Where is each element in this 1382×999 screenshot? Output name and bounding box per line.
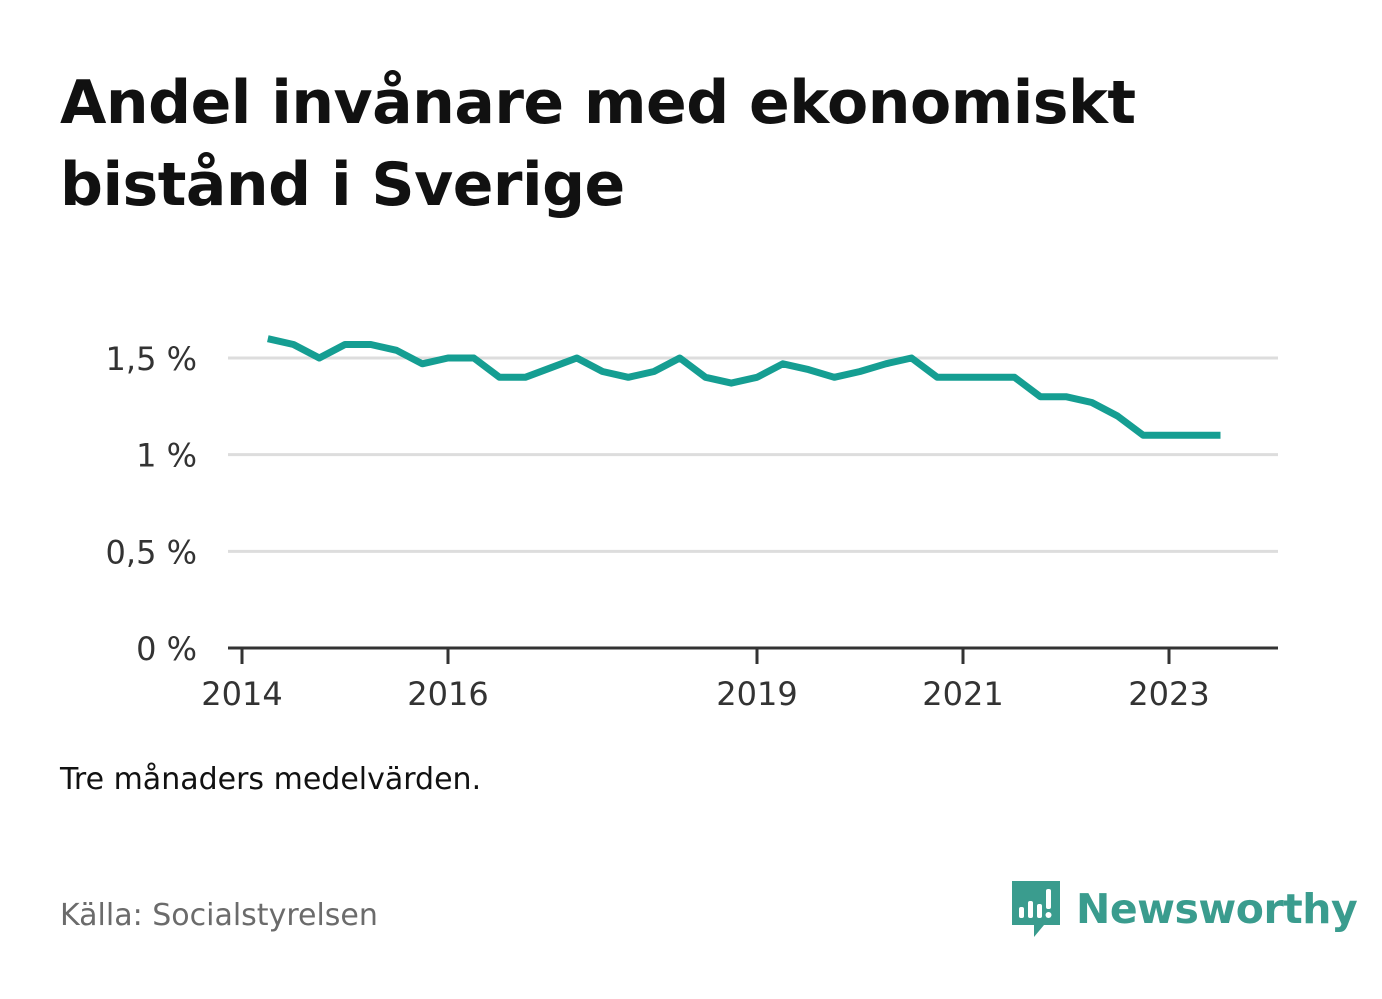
gridlines <box>228 356 1278 553</box>
brand-name: Newsworthy <box>1076 885 1358 933</box>
x-tick-label: 2014 <box>201 675 282 713</box>
y-axis-tick-labels: 0 % 0,5 % 1 % 1,5 % <box>106 340 197 668</box>
newsworthy-logo-icon <box>1012 881 1060 937</box>
y-tick-label: 0,5 % <box>106 533 197 571</box>
line-chart: 0 % 0,5 % 1 % 1,5 % 2014 2016 2019 2021 2023 <box>106 335 1278 713</box>
x-tick-label: 2019 <box>716 675 797 713</box>
x-tick-label: 2016 <box>407 675 488 713</box>
y-tick-label: 1 % <box>136 437 197 475</box>
series-group <box>267 335 1221 439</box>
source-credit: Källa: Socialstyrelsen <box>60 898 378 933</box>
x-tick-label: 2021 <box>922 675 1003 713</box>
chart-title: Andel invånare med ekonomiskt bistånd i … <box>60 68 1136 220</box>
chart-note: Tre månaders medelvärden. <box>60 762 482 797</box>
brand-logo[interactable]: Newsworthy <box>1010 878 1358 940</box>
x-tick-label: 2023 <box>1128 675 1209 713</box>
y-tick-label: 0 % <box>136 630 197 668</box>
series-line <box>267 335 1221 439</box>
y-tick-label: 1,5 % <box>106 340 197 378</box>
x-axis: 2014 2016 2019 2021 2023 <box>201 646 1278 713</box>
